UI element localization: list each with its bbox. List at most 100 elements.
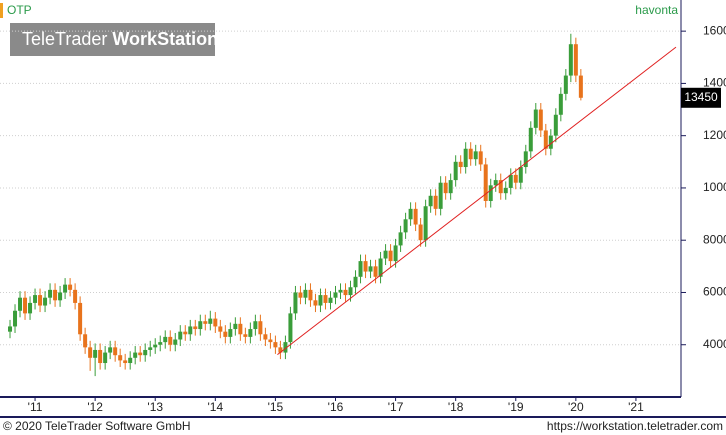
candle-body bbox=[218, 326, 223, 332]
candle-body bbox=[568, 44, 573, 76]
y-tick-label: 6000 bbox=[703, 285, 726, 299]
plot bbox=[0, 30, 681, 377]
candle-body bbox=[203, 321, 208, 324]
x-tick-label: '18 bbox=[448, 400, 464, 414]
candle-body bbox=[358, 261, 363, 277]
y-tick-label: 12000 bbox=[703, 128, 726, 142]
candle-body bbox=[63, 284, 68, 293]
candle-body bbox=[298, 292, 303, 298]
candle-body bbox=[168, 336, 173, 345]
candle-body bbox=[113, 347, 118, 356]
watermark-box bbox=[10, 23, 215, 56]
candle-body bbox=[418, 224, 423, 241]
candle-body bbox=[118, 355, 123, 361]
candle-body bbox=[238, 323, 243, 335]
copyright: © 2020 TeleTrader Software GmbH bbox=[3, 419, 191, 433]
period: havonta bbox=[635, 3, 678, 17]
candle-body bbox=[58, 292, 63, 301]
candle-body bbox=[443, 182, 448, 194]
watermark: TeleTrader WorkStation bbox=[22, 29, 218, 49]
candle-body bbox=[578, 75, 583, 98]
candle-body bbox=[198, 321, 203, 330]
last-price-label: 13450 bbox=[684, 90, 718, 104]
candle-body bbox=[28, 302, 33, 314]
candle-body bbox=[383, 250, 388, 259]
candle-body bbox=[368, 266, 373, 272]
candle-body bbox=[233, 323, 238, 330]
candle-body bbox=[273, 342, 278, 348]
candle-body bbox=[33, 295, 38, 303]
y-tick-label: 10000 bbox=[703, 180, 726, 194]
candle-body bbox=[408, 208, 413, 220]
candle-body bbox=[268, 339, 273, 343]
candle-body bbox=[308, 289, 313, 301]
candle-body bbox=[543, 130, 548, 149]
x-tick-label: '15 bbox=[268, 400, 284, 414]
candle-body bbox=[163, 336, 168, 343]
candle-body bbox=[328, 297, 333, 303]
candle-body bbox=[18, 297, 23, 311]
candle-body bbox=[348, 287, 353, 296]
candle-body bbox=[68, 284, 73, 290]
y-tick-label: 8000 bbox=[703, 232, 726, 246]
candle-body bbox=[258, 321, 263, 335]
trendline bbox=[277, 46, 677, 356]
watermark-a: TeleTrader bbox=[22, 29, 107, 49]
candle-body bbox=[318, 295, 323, 306]
candle-body bbox=[373, 266, 378, 277]
candle-body bbox=[313, 300, 318, 306]
candle-body bbox=[528, 127, 533, 152]
candle-body bbox=[128, 357, 133, 364]
candle-body bbox=[138, 352, 143, 356]
candle-body bbox=[518, 167, 523, 183]
candle-body bbox=[288, 313, 293, 343]
x-tick-label: '12 bbox=[87, 400, 103, 414]
candle-body bbox=[448, 180, 453, 194]
candle-body bbox=[468, 148, 473, 160]
candle-body bbox=[223, 331, 228, 337]
x-tick-label: '17 bbox=[388, 400, 404, 414]
candle-body bbox=[498, 180, 503, 194]
candle-body bbox=[333, 292, 338, 298]
candle-body bbox=[48, 289, 53, 298]
candle-body bbox=[93, 349, 98, 358]
candle-body bbox=[483, 164, 488, 202]
candle-body bbox=[213, 318, 218, 327]
candle-body bbox=[338, 289, 343, 293]
candle-body bbox=[23, 297, 28, 314]
candle-body bbox=[573, 44, 578, 76]
x-tick-label: '14 bbox=[207, 400, 223, 414]
candle-body bbox=[533, 109, 538, 128]
candle-body bbox=[423, 206, 428, 241]
candle-body bbox=[78, 302, 83, 335]
candle-body bbox=[178, 331, 183, 340]
candle-body bbox=[158, 342, 163, 345]
candle-body bbox=[493, 180, 498, 186]
candle-body bbox=[38, 295, 43, 306]
y-tick-label: 14000 bbox=[703, 76, 726, 90]
x-tick-label: '13 bbox=[147, 400, 163, 414]
candle-body bbox=[293, 292, 298, 314]
candle-body bbox=[433, 195, 438, 209]
x-tick-label: '11 bbox=[28, 400, 43, 414]
candle-body bbox=[278, 347, 283, 353]
candle-body bbox=[243, 334, 248, 337]
x-tick-label: '20 bbox=[568, 400, 584, 414]
candle-body bbox=[228, 329, 233, 337]
candle-body bbox=[248, 329, 253, 337]
candle-body bbox=[43, 297, 48, 306]
candle-body bbox=[463, 148, 468, 168]
y-tick-label: 4000 bbox=[703, 337, 726, 351]
candle-body bbox=[458, 161, 463, 168]
candle-body bbox=[263, 334, 268, 340]
candle-body bbox=[73, 289, 78, 303]
candle-body bbox=[143, 349, 148, 356]
candle-body bbox=[403, 219, 408, 233]
candle-body bbox=[378, 258, 383, 277]
candle-body bbox=[488, 185, 493, 202]
last-price-box bbox=[681, 87, 721, 108]
candle-body bbox=[123, 360, 128, 364]
candle-body bbox=[183, 331, 188, 335]
watermark-b: WorkStation bbox=[112, 29, 218, 49]
